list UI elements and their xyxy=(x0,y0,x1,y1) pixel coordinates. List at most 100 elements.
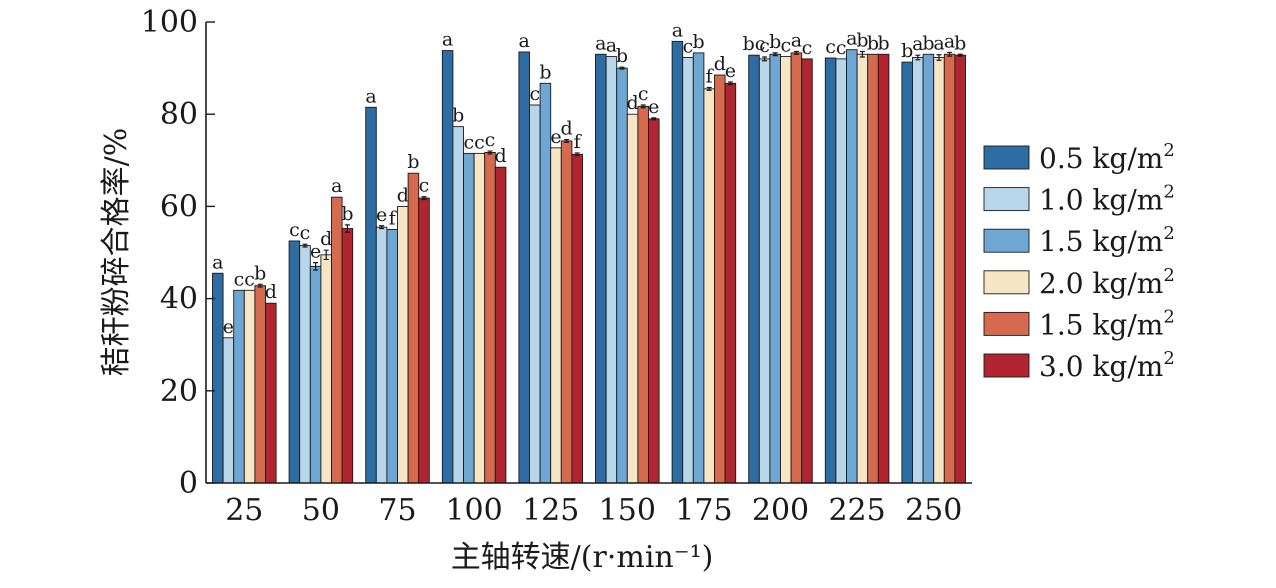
legend-swatch-4 xyxy=(983,270,1030,295)
x-axis-title: 主轴转速/(r·min⁻¹) xyxy=(451,540,714,575)
sig-letter-s2-125: c xyxy=(529,83,540,105)
bar-s5-225 xyxy=(867,53,879,484)
bar-s2-175 xyxy=(682,57,694,484)
sig-letter-s2-75: e xyxy=(376,204,387,226)
error-bar-s5-250 xyxy=(947,51,953,57)
sig-letter-s4-225: b xyxy=(856,30,868,52)
legend-swatch-3 xyxy=(983,228,1030,253)
bar-s1-125 xyxy=(518,51,530,484)
bar-s1-25 xyxy=(212,272,224,484)
error-bar-s2-75 xyxy=(379,225,385,230)
bar-s4-250 xyxy=(933,57,945,484)
sig-letter-s6-75: c xyxy=(419,175,430,197)
x-tick-label-150: 150 xyxy=(599,493,656,528)
sig-letter-s5-225: b xyxy=(867,32,879,54)
bar-s1-200 xyxy=(748,54,760,484)
error-bar-s4-225 xyxy=(859,50,865,58)
sig-letter-s5-250: a xyxy=(944,30,955,52)
sig-letter-s5-150: c xyxy=(638,83,649,105)
axes-layer: 0 20 40 60 80 100 25 50 75 100 125 150 175 200 225 250 xyxy=(141,5,972,528)
bar-s1-75 xyxy=(365,106,377,484)
sig-letter-s2-225: c xyxy=(836,37,847,59)
sig-letter-s2-175: c xyxy=(683,36,694,58)
bar-s2-200 xyxy=(758,58,771,484)
legend-label-2: 1.0 kg/m2 xyxy=(1039,182,1175,217)
y-tick-label-0: 0 xyxy=(179,466,198,501)
bar-s1-225 xyxy=(824,57,837,484)
x-tick-label-50: 50 xyxy=(302,493,340,528)
sig-letter-s3-150: b xyxy=(616,45,628,67)
sig-letter-s4-75: d xyxy=(397,184,409,206)
bar-s3-150 xyxy=(616,67,628,484)
legend-swatch-1 xyxy=(983,145,1030,170)
bar-s6-250 xyxy=(954,54,966,484)
sig-letter-s5-100: c xyxy=(485,129,496,151)
bar-s6-25 xyxy=(265,302,277,484)
sig-letter-s4-150: d xyxy=(627,92,639,114)
sig-letter-s3-225: a xyxy=(846,28,857,50)
bar-s2-125 xyxy=(529,104,541,484)
bar-s3-125 xyxy=(539,82,552,484)
bar-s5-150 xyxy=(637,105,649,484)
bar-s5-200 xyxy=(790,52,803,484)
bar-s1-150 xyxy=(595,53,607,484)
bar-s5-250 xyxy=(943,53,956,484)
error-bar-s5-200 xyxy=(793,50,799,55)
legend-swatch-2 xyxy=(983,187,1030,212)
bar-s1-175 xyxy=(671,40,684,484)
error-bar-s6-75 xyxy=(421,196,427,201)
sig-letter-s1-75: a xyxy=(365,85,376,107)
sig-letter-s5-75: b xyxy=(407,151,419,173)
sig-letter-s4-100: c xyxy=(474,131,485,153)
sig-letter-s6-25: d xyxy=(265,281,277,303)
bar-s3-200 xyxy=(769,53,781,484)
error-bar-s4-50 xyxy=(323,249,329,261)
sig-letter-s3-100: c xyxy=(463,131,474,153)
error-bar-s5-100 xyxy=(487,150,493,155)
bar-s3-100 xyxy=(463,152,475,484)
bar-s3-25 xyxy=(233,289,245,484)
bar-s2-225 xyxy=(835,58,847,484)
sig-letter-s6-50: b xyxy=(341,203,353,225)
error-bar-s6-150 xyxy=(651,117,657,121)
error-bar-s5-25 xyxy=(257,283,263,288)
bar-s6-75 xyxy=(418,197,430,484)
bar-s5-100 xyxy=(484,152,496,484)
x-tick-label-175: 175 xyxy=(675,493,732,528)
sig-letter-s6-250: b xyxy=(954,32,966,54)
sig-letter-s5-50: a xyxy=(331,175,342,197)
sig-letter-s2-50: c xyxy=(300,222,311,244)
bar-s2-100 xyxy=(452,126,464,484)
error-bar-s6-250 xyxy=(957,53,963,57)
error-bar-s5-150 xyxy=(640,104,646,109)
sig-letter-s4-200: c xyxy=(780,35,791,57)
legend-label-4: 2.0 kg/m2 xyxy=(1039,265,1175,300)
bar-s3-250 xyxy=(922,53,935,484)
error-bar-s5-125 xyxy=(564,138,570,143)
bar-s4-75 xyxy=(397,205,409,484)
bar-s6-50 xyxy=(341,228,354,484)
error-bar-s3-150 xyxy=(619,66,625,70)
sig-letter-s3-75: f xyxy=(389,207,398,229)
legend-label-3: 1.5 kg/m2 xyxy=(1039,223,1175,258)
x-tick-label-25: 25 xyxy=(225,493,263,528)
x-tick-label-250: 250 xyxy=(905,493,962,528)
sig-letter-s2-25: e xyxy=(223,316,234,338)
bar-s2-75 xyxy=(375,226,388,484)
sig-letter-s6-200: c xyxy=(802,37,813,59)
legend-label-6: 3.0 kg/m2 xyxy=(1039,348,1175,383)
sig-letter-s3-200: b xyxy=(769,31,781,53)
bar-s5-25 xyxy=(254,285,266,484)
legend-label-1: 0.5 kg/m2 xyxy=(1039,140,1175,175)
bar-s4-25 xyxy=(243,289,256,484)
error-bar-s6-50 xyxy=(344,224,350,233)
error-bar-s4-250 xyxy=(936,54,942,61)
y-tick-label-40: 40 xyxy=(160,282,198,317)
error-bar-s6-125 xyxy=(574,152,580,157)
sig-letter-s4-25: c xyxy=(244,268,255,290)
bar-s3-75 xyxy=(386,228,398,484)
legend-swatch-5 xyxy=(983,311,1030,336)
sig-letter-s4-250: a xyxy=(933,33,944,55)
